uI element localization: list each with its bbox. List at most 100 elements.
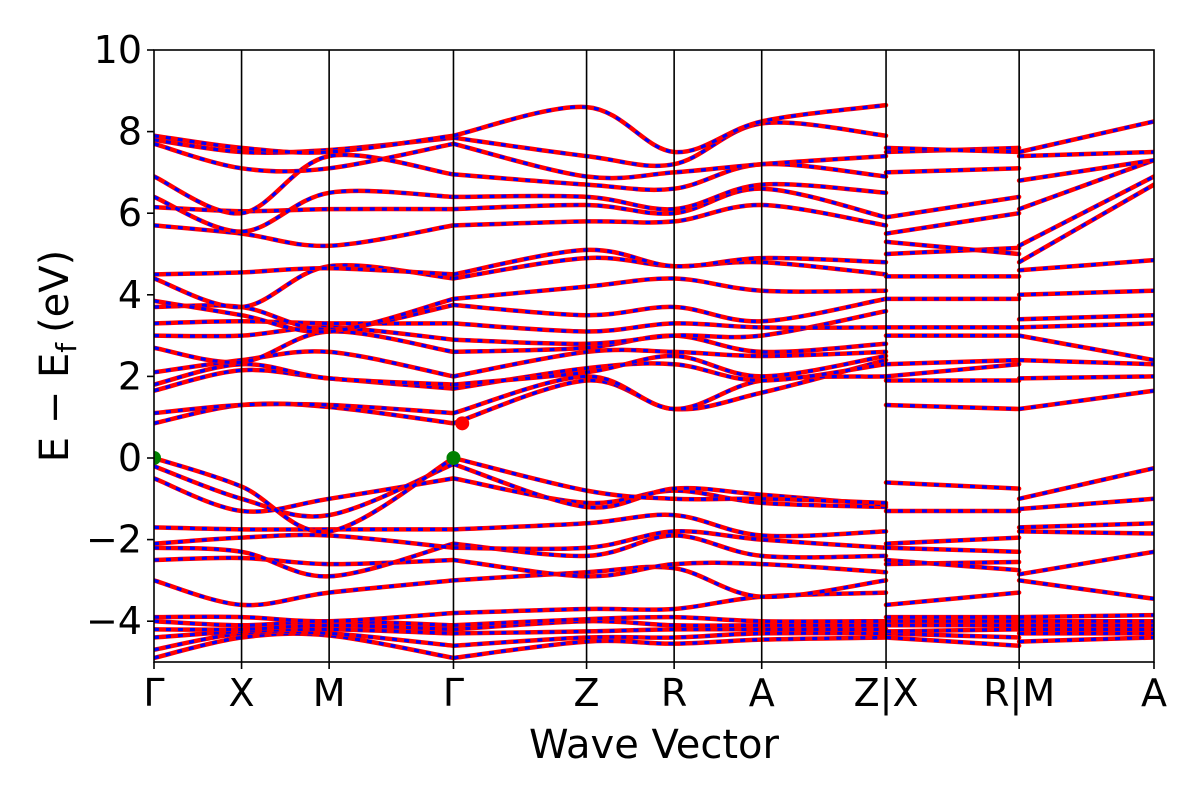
band-line-overlay	[885, 403, 1020, 411]
band-line-overlay	[885, 546, 1020, 554]
band-line	[154, 631, 456, 661]
band-line	[451, 296, 889, 324]
svg-text:E − Ef(eV): E − Ef (eV)	[32, 250, 83, 463]
band-line-overlay	[1019, 613, 1154, 619]
band-line	[1016, 157, 1154, 183]
band-line	[1016, 635, 1154, 644]
x-tick-label: A	[749, 671, 775, 715]
band-line-overlay	[885, 166, 1020, 174]
x-tick-label: R	[661, 671, 687, 715]
band-line-overlay	[885, 631, 1020, 640]
x-tick-label: Γ	[143, 671, 164, 715]
band-line	[154, 618, 456, 628]
band-line-overlay	[154, 402, 454, 425]
band-line	[883, 535, 1022, 546]
band-line-overlay	[154, 142, 454, 173]
band-line-overlay	[1018, 175, 1154, 248]
band-line	[154, 525, 456, 532]
band-line-overlay	[154, 632, 454, 660]
band-line-overlay	[885, 480, 1020, 491]
band-line	[1016, 496, 1154, 512]
y-axis-label: E − Ef (eV)	[32, 250, 83, 463]
band-line	[451, 247, 889, 277]
band-line-overlay	[1019, 313, 1154, 321]
band-line	[1016, 388, 1154, 412]
band-line	[154, 532, 456, 551]
band-line	[1016, 321, 1154, 330]
band-line	[1016, 288, 1154, 298]
markers-layer	[154, 416, 470, 465]
band-line	[451, 533, 889, 560]
y-tick-label: 2	[118, 354, 142, 398]
x-tick-label: X	[229, 671, 255, 715]
x-axis-ticks: Γ X M Γ Z R A Z|X R|M A	[143, 662, 1167, 716]
band-line	[154, 329, 456, 365]
band-line-overlay	[885, 246, 1020, 256]
band-line-overlay	[453, 162, 887, 192]
band-line	[1016, 578, 1154, 602]
band-line	[451, 455, 889, 506]
band-line-overlay	[885, 195, 1020, 219]
y-axis-label-main: E − E	[32, 353, 78, 463]
band-line-overlay	[154, 297, 454, 334]
bands-layer	[154, 102, 1154, 661]
band-line-overlay	[154, 223, 454, 248]
band-line	[883, 166, 1022, 175]
band-line	[883, 480, 1022, 491]
band-line-overlay	[453, 182, 887, 211]
band-line	[154, 627, 456, 640]
band-line	[883, 357, 1022, 367]
y-tick-label: −4	[86, 599, 142, 643]
band-line	[1016, 549, 1154, 577]
y-tick-label: 8	[118, 110, 142, 154]
band-line-overlay	[154, 456, 455, 534]
band-line	[883, 545, 1022, 555]
band-line-overlay	[154, 542, 454, 578]
band-line-overlay	[1019, 635, 1154, 644]
band-line-overlay	[154, 189, 454, 234]
band-line-overlay	[1019, 289, 1154, 297]
band-line	[1016, 257, 1154, 273]
band-line	[883, 361, 1022, 379]
band-line-overlay	[453, 354, 887, 387]
y-tick-label: 10	[94, 28, 142, 72]
band-line-overlay	[1018, 183, 1154, 264]
band-line-overlay	[1019, 358, 1154, 366]
band-line-overlay	[453, 276, 887, 301]
x-tick-label: R|M	[983, 671, 1055, 716]
band-line-overlay	[453, 142, 887, 180]
band-line	[1016, 465, 1154, 502]
band-line-overlay	[453, 533, 887, 560]
band-line-overlay	[154, 362, 454, 387]
band-line-overlay	[154, 462, 455, 519]
band-line	[154, 555, 456, 567]
band-line-overlay	[885, 536, 1020, 546]
band-line-overlay	[453, 348, 887, 378]
band-line	[1016, 312, 1154, 322]
y-tick-label: 0	[118, 436, 142, 480]
band-line-overlay	[1019, 529, 1154, 536]
y-tick-label: 4	[118, 273, 142, 317]
plot-frame	[153, 49, 1155, 663]
band-line	[1016, 612, 1154, 620]
y-tick-label: −2	[86, 518, 142, 562]
band-line-overlay	[154, 134, 454, 155]
band-line	[154, 455, 456, 534]
band-line	[1016, 357, 1154, 367]
y-axis-label-subscript: f	[50, 342, 83, 353]
band-line-overlay	[885, 358, 1020, 366]
band-line-overlay	[453, 374, 887, 415]
band-line-overlay	[1019, 321, 1154, 329]
band-line-overlay	[885, 146, 1020, 154]
band-line-overlay	[453, 120, 887, 168]
vbm-marker	[446, 451, 461, 465]
x-tick-label: A	[1141, 671, 1167, 715]
band-line-overlay	[453, 456, 887, 505]
x-tick-label: M	[313, 671, 346, 715]
band-line	[154, 401, 456, 416]
band-line-overlay	[154, 630, 454, 652]
x-tick-label: Z	[574, 671, 600, 715]
band-line-overlay	[885, 146, 1020, 154]
kpath-lines	[240, 50, 1020, 662]
